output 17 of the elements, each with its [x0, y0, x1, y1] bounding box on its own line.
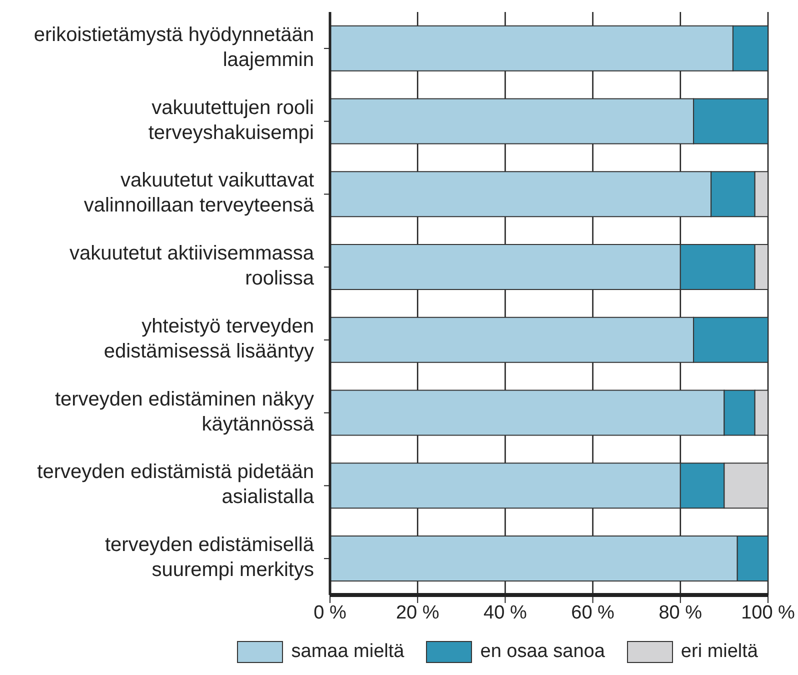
y-tick-label: terveyden edistäminen näkyy käytännössä: [54, 388, 315, 436]
x-tick-label: 20 %: [396, 602, 440, 624]
x-tick-label: 40 %: [484, 602, 527, 624]
x-tick-label: 100 %: [741, 602, 796, 624]
x-tick-label: 80 %: [658, 602, 702, 624]
x-tick-label: 0 %: [314, 602, 346, 624]
y-tick-label: yhteistyö terveyden edistämisessä lisääntyy: [104, 316, 314, 363]
y-tick-label: vakuutetut aktiivisemmassa roolissa: [69, 242, 315, 290]
y-tick-label: erikoistietämystä hyödynnetään laajemmin: [34, 24, 314, 72]
y-tick-label: terveyden edistämisellä suurempi merkitys: [105, 534, 315, 582]
y-tick-label: vakuutettujen rooli terveyshakuisempi: [148, 97, 314, 144]
y-tick-label: terveyden edistämistä pidetään asialistalla: [37, 461, 315, 508]
legend-label: en osaa sanoa: [480, 641, 605, 663]
x-tick-label: 60 %: [571, 602, 615, 624]
y-tick-label: vakuutetut vaikuttavat valinnoillaan terveyteensä: [84, 170, 315, 217]
legend-label: samaa mieltä: [291, 641, 404, 663]
legend-label: eri mieltä: [680, 641, 758, 663]
